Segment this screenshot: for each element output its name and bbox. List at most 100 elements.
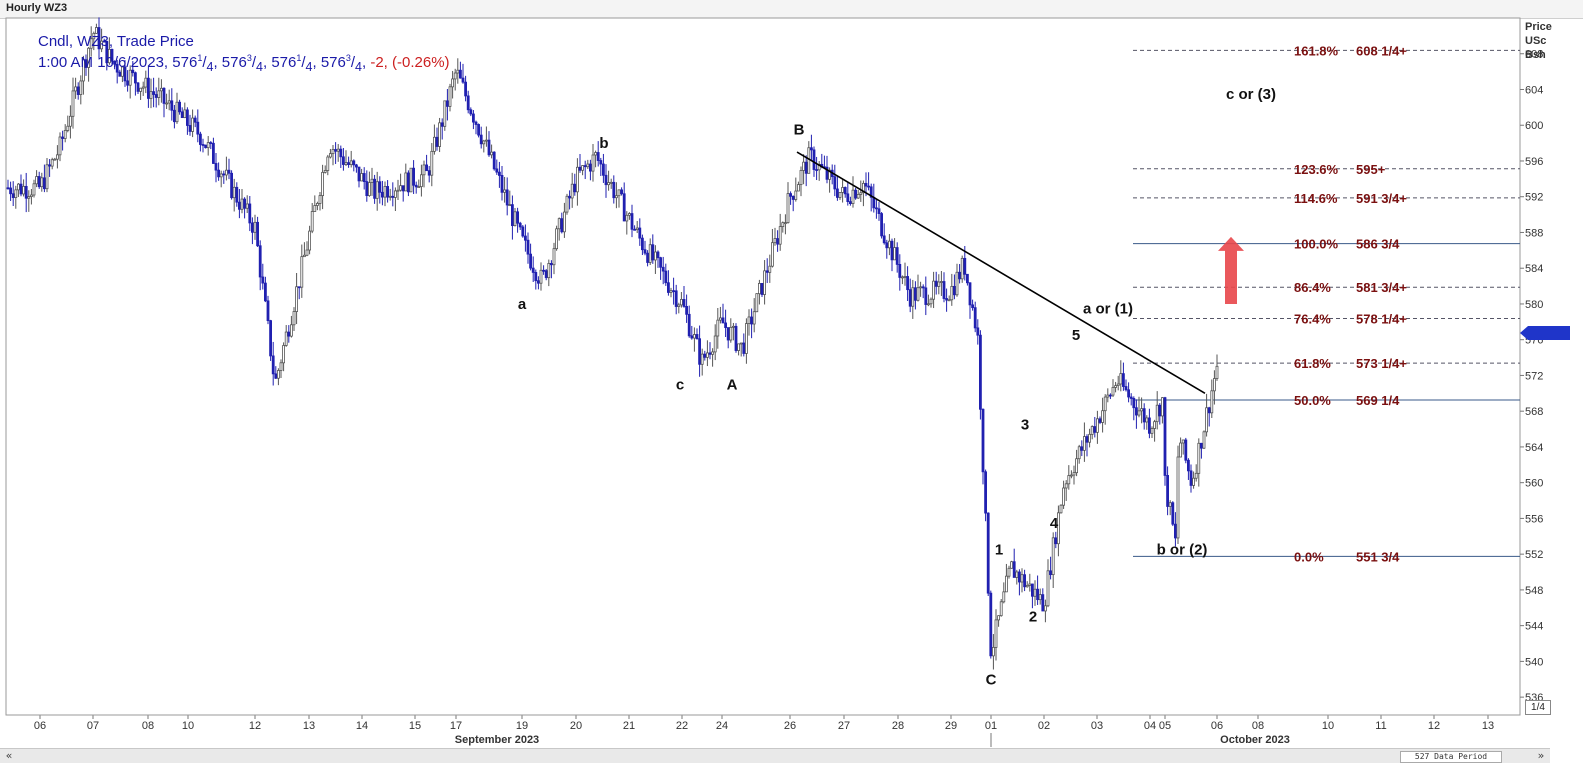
candle-body [409,167,413,193]
candle-body [263,282,267,302]
candle [932,271,935,309]
candle-body [768,265,772,273]
candle-body [474,121,478,125]
candle-body [370,178,374,183]
candle [16,183,20,197]
candle [851,176,855,208]
candle [24,172,28,213]
candle [487,131,491,157]
candle [451,70,455,99]
candle-body [89,38,93,49]
candle [121,65,124,83]
candle [693,327,696,352]
candle [170,88,174,121]
candle [1197,438,1201,487]
candle-body [1036,588,1039,601]
candle [269,319,273,361]
candle [1129,393,1133,406]
candle-body [108,48,111,64]
candle [188,114,192,136]
candle-body [734,325,738,351]
candle-body [510,204,514,227]
candle [994,609,998,661]
candle-body [1124,386,1128,391]
candle-body [248,203,252,224]
candle-body [232,186,236,199]
candle-body [305,249,309,256]
candle [230,170,234,200]
candle [986,512,990,597]
candle [1155,391,1159,430]
candle-body [914,287,917,301]
candle [680,292,683,308]
candle-body [128,69,132,86]
candle [581,165,584,176]
candle [607,170,610,191]
candle-body [755,293,759,313]
candle [1135,399,1138,429]
candle [583,160,587,180]
fib-price-label: 569 1/4 [1356,393,1400,408]
candle-body [261,276,265,284]
candle [882,223,886,245]
candle-body [191,117,195,132]
candle [784,214,787,235]
time-scrollbar[interactable]: « 527 Data Period » [0,748,1550,763]
candle-body [380,191,384,198]
candle-body [180,111,184,119]
scale-toggle-button[interactable]: 1/4 [1525,700,1551,715]
candle-body [893,247,896,261]
price-tick-label: 596 [1525,156,1543,168]
candle [979,330,982,420]
candle [781,221,785,233]
candle-body [1070,474,1073,477]
candle-body [1054,537,1058,545]
candle-body [477,124,481,136]
candle-body [888,240,891,249]
candle-body [862,182,865,194]
candle [804,155,808,187]
candle-body [1049,570,1052,576]
candle [27,190,31,212]
candle [1181,439,1185,455]
candle [776,230,779,252]
candle-body [50,159,54,167]
candle [508,190,512,207]
candle-body [29,194,33,197]
candle-body [651,244,655,261]
candle [74,77,77,99]
candle [916,274,920,302]
candle-body [219,173,223,178]
plot-area[interactable] [5,17,1521,716]
candle-body [451,78,455,88]
candle [258,240,262,291]
candle [279,359,283,378]
candle-body [784,222,787,225]
candle [193,115,197,128]
candle [794,177,798,202]
candle [677,302,681,314]
candle [56,145,59,169]
candle [217,162,221,181]
wave-label: 3 [1021,417,1029,434]
candle [799,166,803,197]
candle [1098,416,1102,425]
double-right-arrow-icon[interactable]: » [1537,749,1545,762]
candle-body [240,198,244,210]
candle [602,153,605,183]
candle [185,107,189,135]
candle-body [167,100,171,104]
fib-percent-label: 123.6% [1294,162,1339,177]
double-left-arrow-icon[interactable]: « [5,749,13,762]
candle [84,54,88,76]
wave-label: 5 [1072,327,1080,344]
candle-body [27,196,31,199]
candle-body [635,227,639,231]
candle-body [872,196,876,209]
window-title: Hourly WZ3 [6,2,68,14]
candle-body [24,185,28,199]
candle [232,178,236,212]
candle [984,469,987,522]
candle-body [622,193,626,222]
